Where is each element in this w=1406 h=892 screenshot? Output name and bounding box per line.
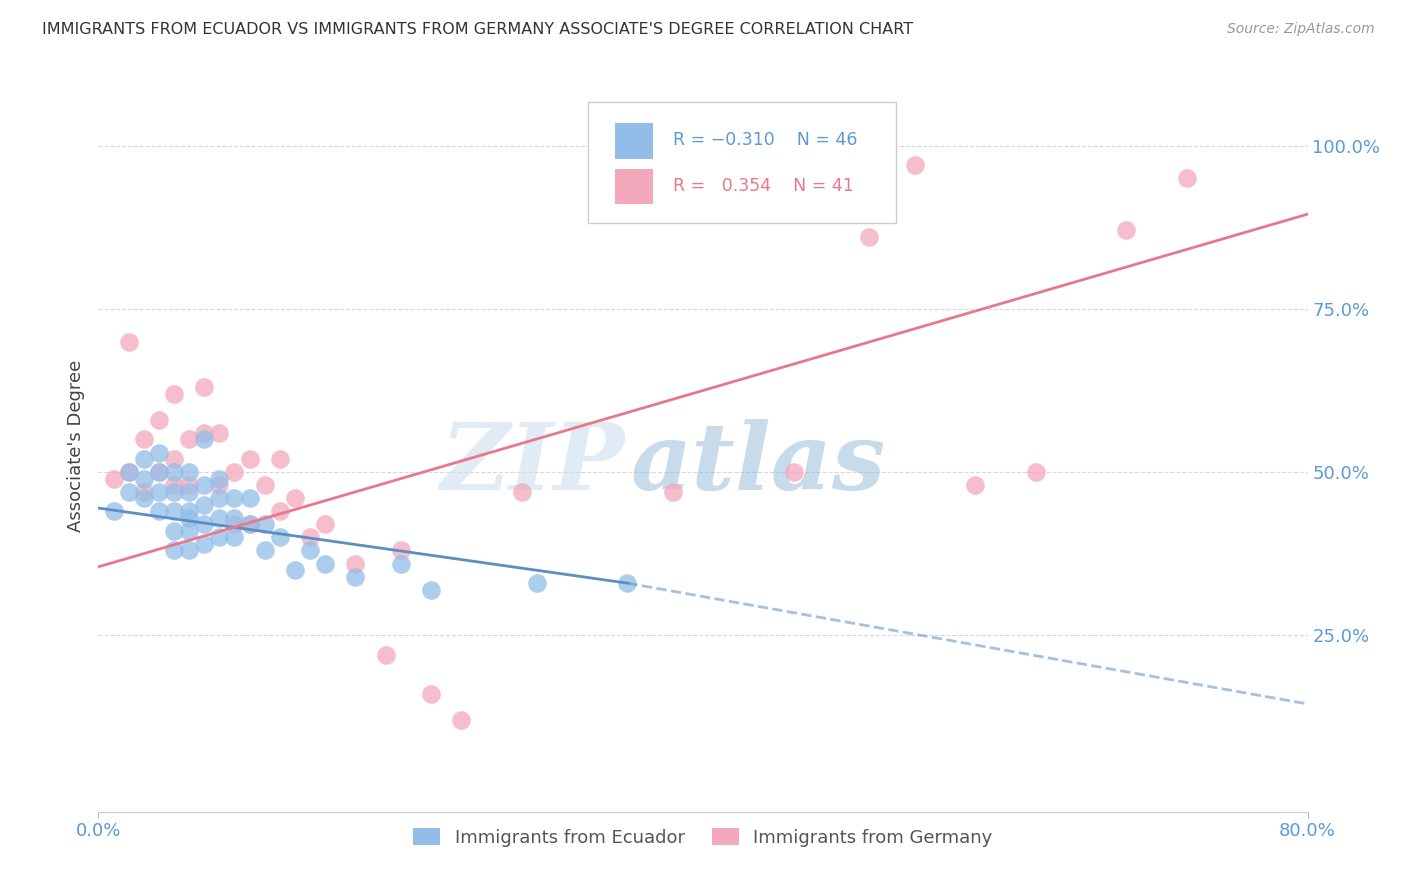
Point	[103, 504, 125, 518]
Point	[374, 648, 396, 662]
Y-axis label: Associate's Degree: Associate's Degree	[66, 359, 84, 533]
Point	[193, 537, 215, 551]
Point	[299, 530, 322, 544]
Point	[299, 543, 322, 558]
Point	[193, 425, 215, 440]
Point	[103, 472, 125, 486]
Point	[284, 563, 307, 577]
Point	[163, 465, 186, 479]
Point	[450, 714, 472, 728]
Point	[1024, 465, 1046, 479]
Point	[179, 484, 201, 499]
Point	[269, 530, 291, 544]
Point	[344, 569, 367, 583]
Point	[844, 138, 866, 153]
Text: IMMIGRANTS FROM ECUADOR VS IMMIGRANTS FROM GERMANY ASSOCIATE'S DEGREE CORRELATIO: IMMIGRANTS FROM ECUADOR VS IMMIGRANTS FR…	[42, 22, 914, 37]
Point	[179, 504, 201, 518]
Point	[253, 517, 276, 532]
Point	[193, 517, 215, 532]
Point	[314, 517, 336, 532]
Point	[163, 452, 186, 467]
Point	[179, 465, 201, 479]
Point	[118, 484, 141, 499]
Point	[965, 478, 987, 492]
Point	[193, 380, 215, 394]
Point	[314, 557, 336, 571]
Point	[389, 543, 412, 558]
Point	[163, 504, 186, 518]
Point	[783, 465, 806, 479]
Point	[179, 511, 201, 525]
Point	[253, 543, 276, 558]
Point	[284, 491, 307, 506]
Point	[224, 465, 246, 479]
Point	[420, 582, 443, 597]
Point	[344, 557, 367, 571]
Bar	[614, 169, 654, 204]
Point	[193, 478, 215, 492]
Point	[148, 465, 170, 479]
Text: Source: ZipAtlas.com: Source: ZipAtlas.com	[1227, 22, 1375, 37]
Point	[148, 504, 170, 518]
Point	[239, 517, 262, 532]
Point	[118, 334, 141, 349]
Point	[132, 452, 155, 467]
Point	[269, 452, 291, 467]
Point	[163, 484, 186, 499]
Text: R = −0.310    N = 46: R = −0.310 N = 46	[672, 130, 858, 149]
Point	[208, 478, 231, 492]
Point	[132, 484, 155, 499]
Point	[239, 517, 262, 532]
Point	[239, 491, 262, 506]
Legend: Immigrants from Ecuador, Immigrants from Germany: Immigrants from Ecuador, Immigrants from…	[406, 821, 1000, 854]
Point	[208, 530, 231, 544]
Point	[904, 158, 927, 172]
Point	[208, 491, 231, 506]
Point	[193, 498, 215, 512]
Point	[661, 484, 683, 499]
Point	[858, 230, 880, 244]
Point	[179, 433, 201, 447]
Point	[208, 511, 231, 525]
Point	[132, 433, 155, 447]
Point	[224, 530, 246, 544]
Point	[616, 576, 638, 591]
Point	[224, 511, 246, 525]
Text: R =   0.354    N = 41: R = 0.354 N = 41	[672, 178, 853, 195]
Point	[118, 465, 141, 479]
Point	[1175, 171, 1198, 186]
Point	[420, 687, 443, 701]
Point	[148, 445, 170, 459]
Point	[163, 543, 186, 558]
Point	[269, 504, 291, 518]
Point	[526, 576, 548, 591]
Point	[510, 484, 533, 499]
Point	[208, 425, 231, 440]
Point	[148, 465, 170, 479]
Point	[132, 491, 155, 506]
Point	[224, 517, 246, 532]
FancyBboxPatch shape	[588, 103, 897, 223]
Point	[148, 413, 170, 427]
Text: ZIP: ZIP	[440, 419, 624, 509]
Point	[208, 472, 231, 486]
Point	[239, 452, 262, 467]
Point	[389, 557, 412, 571]
Point	[163, 386, 186, 401]
Point	[1115, 223, 1137, 237]
Text: atlas: atlas	[630, 419, 886, 509]
Point	[179, 524, 201, 538]
Point	[179, 543, 201, 558]
Point	[179, 478, 201, 492]
Point	[118, 465, 141, 479]
Point	[163, 524, 186, 538]
Point	[132, 472, 155, 486]
Point	[163, 478, 186, 492]
Point	[253, 478, 276, 492]
Point	[224, 491, 246, 506]
Point	[148, 484, 170, 499]
Point	[193, 433, 215, 447]
Bar	[614, 123, 654, 159]
